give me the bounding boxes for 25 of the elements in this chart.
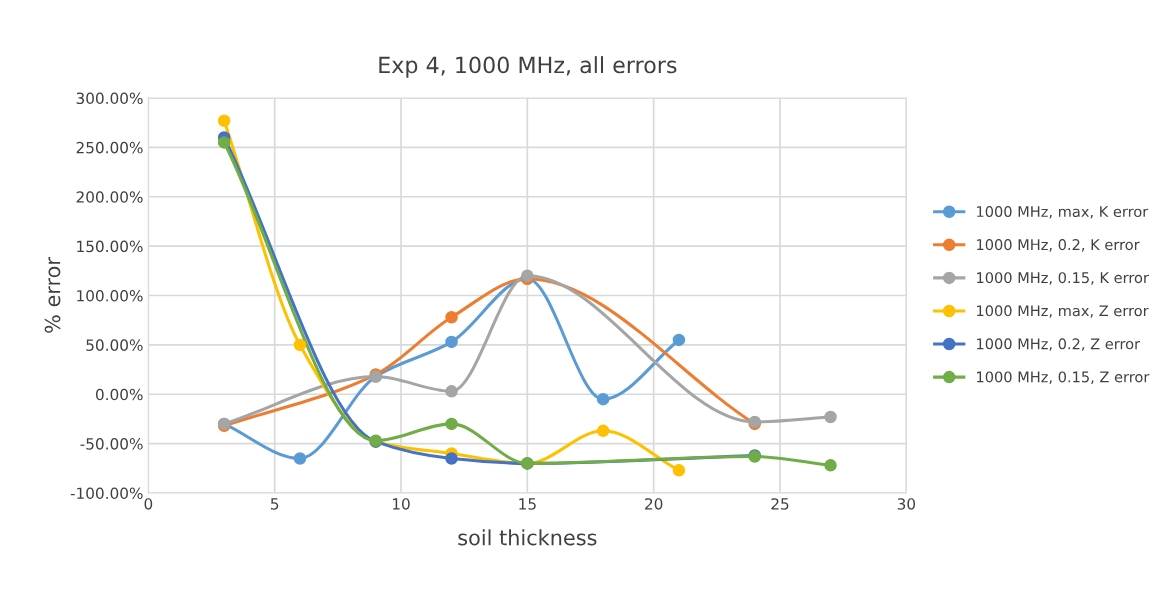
x-tick-label: 30	[897, 498, 916, 510]
y-tick-label: -100.00%	[70, 487, 143, 500]
legend-label: 1000 MHz, 0.15, K error	[977, 272, 1149, 285]
y-tick-label: -50.00%	[80, 438, 143, 450]
x-tick-label: 15	[519, 498, 536, 510]
legend-label: 1000 MHz, 0.2, K error	[977, 239, 1140, 252]
y-axis-title: % error	[44, 257, 61, 333]
y-tick-label: 300.00%	[76, 92, 143, 105]
y-tick-label: 200.00%	[76, 191, 143, 203]
y-tick-label: 50.00%	[86, 339, 143, 351]
legend-label: 1000 MHz, 0.2, Z error	[977, 338, 1141, 351]
legend-label: 1000 MHz, max, K error	[977, 206, 1149, 219]
y-tick-label: 150.00%	[77, 240, 143, 253]
y-tick-label: 250.00%	[76, 141, 143, 154]
legend-label: 1000 MHz, 0.15, Z error	[977, 371, 1150, 384]
x-tick-label: 5	[271, 498, 279, 510]
x-axis-title: soil thickness	[458, 529, 597, 546]
x-tick-label: 0	[144, 498, 153, 510]
legend-label: 1000 MHz, max, Z error	[977, 305, 1149, 318]
x-tick-label: 25	[771, 498, 789, 510]
y-tick-label: 0.00%	[95, 388, 143, 401]
y-tick-label: 100.00%	[77, 289, 143, 302]
chart-title: Exp 4, 1000 MHz, all errors	[379, 56, 677, 78]
x-tick-label: 10	[392, 498, 410, 510]
x-tick-label: 20	[645, 498, 663, 510]
